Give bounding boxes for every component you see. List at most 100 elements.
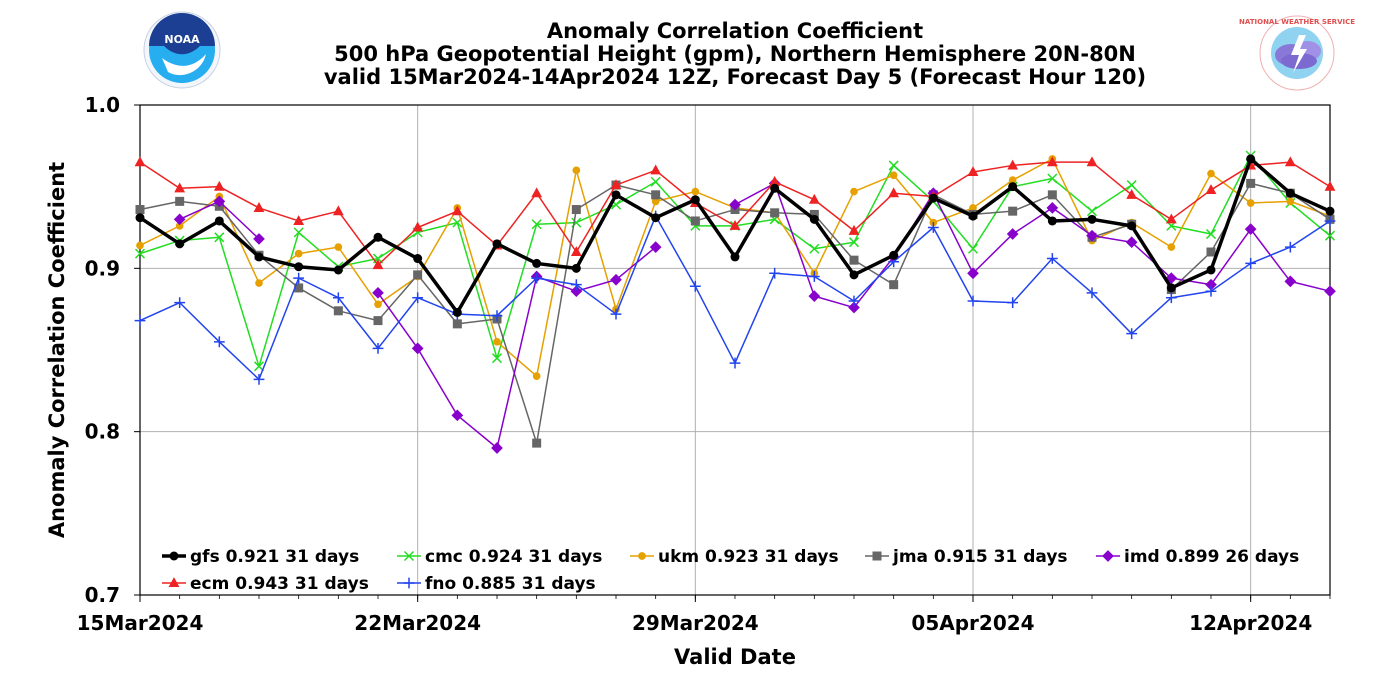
- data-point: [808, 193, 820, 204]
- data-point: [1246, 154, 1256, 164]
- data-point: [493, 338, 501, 346]
- data-point: [1008, 206, 1018, 216]
- data-point: [1206, 247, 1216, 257]
- data-point: [334, 243, 343, 251]
- data-point: [213, 336, 225, 348]
- data-point: [213, 180, 225, 191]
- data-point: [1126, 188, 1138, 199]
- data-point: [1284, 275, 1297, 288]
- data-point: [413, 270, 423, 280]
- data-point: [1167, 243, 1176, 251]
- data-point: [532, 438, 542, 448]
- data-point: [531, 187, 543, 198]
- data-point: [690, 216, 700, 226]
- data-point: [175, 239, 185, 249]
- data-point: [1166, 283, 1176, 293]
- y-tick-label: 0.8: [85, 420, 120, 444]
- data-point: [650, 176, 661, 187]
- data-point: [1127, 221, 1137, 231]
- data-point: [1087, 214, 1097, 224]
- data-point: [532, 258, 542, 268]
- noaa-logo-label: NOAA: [164, 33, 200, 46]
- data-point: [1126, 328, 1138, 340]
- data-point: [531, 272, 543, 284]
- nws-logo-icon: NATIONAL WEATHER SERVICE: [1239, 15, 1355, 91]
- x-tick-label: 15Mar2024: [77, 611, 204, 635]
- data-point: [491, 310, 503, 322]
- data-point: [1086, 287, 1098, 299]
- data-point: [1285, 188, 1295, 198]
- data-point: [571, 205, 581, 215]
- data-point: [849, 255, 859, 265]
- data-point: [452, 307, 462, 317]
- data-point: [134, 248, 146, 259]
- data-point: [927, 222, 939, 233]
- data-point: [403, 550, 415, 562]
- data-point: [1324, 230, 1336, 241]
- data-point: [967, 295, 979, 307]
- data-point: [491, 353, 503, 364]
- data-point: [769, 267, 781, 279]
- data-point: [1207, 169, 1215, 178]
- data-point: [1008, 182, 1018, 192]
- legend-item-ukm: ukm 0.923 31 days: [630, 547, 839, 567]
- data-point: [610, 179, 622, 190]
- data-point: [294, 283, 304, 293]
- data-point: [1086, 229, 1098, 242]
- data-point: [848, 224, 860, 235]
- data-point: [168, 577, 180, 588]
- data-point: [293, 227, 304, 238]
- y-tick-label: 0.7: [85, 583, 120, 607]
- data-point: [689, 280, 701, 292]
- data-point: [848, 295, 860, 307]
- data-point: [372, 342, 384, 354]
- legend: gfs 0.921 31 days cmc 0.924 31 days ukm 0.…: [162, 547, 1299, 594]
- series-line: [139, 215, 1331, 381]
- data-point: [293, 215, 305, 226]
- data-point: [691, 187, 700, 196]
- axis-ticks: 0.7 0.8 0.9 1.0 15Mar2024 22Mar2024 29Mar2024 0…: [77, 93, 1331, 635]
- data-point: [174, 297, 186, 309]
- data-point: [492, 239, 502, 249]
- y-axis-label: Anomaly Correlation Coefficient: [45, 162, 69, 538]
- data-point: [610, 273, 622, 286]
- data-point: [1244, 223, 1257, 235]
- x-tick-label: 05Apr2024: [911, 611, 1034, 635]
- data-point: [570, 279, 582, 291]
- plot-area: [139, 104, 1331, 596]
- data-point: [651, 197, 660, 206]
- data-point: [1047, 173, 1058, 184]
- data-point: [1086, 156, 1098, 167]
- data-point: [649, 241, 662, 253]
- data-point: [452, 319, 462, 329]
- data-point: [214, 216, 224, 226]
- data-point: [135, 205, 145, 215]
- data-point: [253, 202, 265, 212]
- data-point: [214, 232, 225, 243]
- data-point: [1165, 292, 1177, 304]
- data-point: [690, 195, 700, 205]
- data-point: [372, 286, 384, 299]
- series-gfs: [135, 154, 1335, 317]
- data-point: [848, 301, 860, 314]
- data-point: [651, 190, 661, 200]
- data-point: [809, 209, 819, 219]
- data-point: [968, 211, 978, 221]
- series-line: [377, 246, 657, 449]
- data-point: [1125, 236, 1138, 249]
- legend-label: ecm 0.943 31 days: [190, 574, 369, 594]
- data-point: [729, 357, 741, 369]
- chart-subtitle-1: 500 hPa Geopotential Height (gpm), North…: [334, 42, 1136, 66]
- data-point: [531, 219, 542, 230]
- data-point: [374, 300, 382, 309]
- data-point: [1205, 229, 1217, 240]
- data-point: [1102, 550, 1114, 562]
- legend-label: imd 0.899 26 days: [1124, 547, 1299, 567]
- data-point: [412, 221, 424, 232]
- data-point: [967, 243, 979, 254]
- data-point: [1047, 190, 1057, 200]
- x-tick-label: 29Mar2024: [632, 611, 759, 635]
- legend-label: ukm 0.923 31 days: [658, 547, 839, 567]
- x-axis-label: Valid Date: [674, 645, 796, 669]
